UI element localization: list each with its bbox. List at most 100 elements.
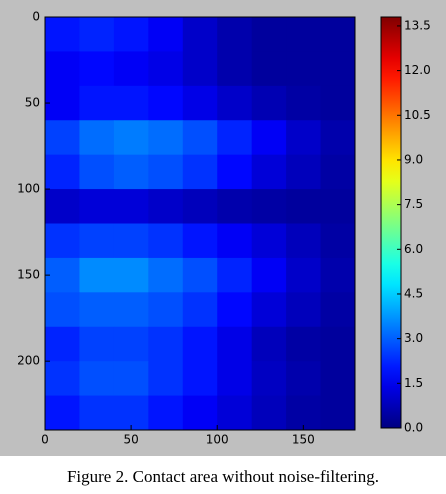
heatmap-cell [182,223,218,259]
heatmap-cell [251,361,287,397]
heatmap-cell [286,361,322,397]
caption: Figure 2. Contact area without noise-fil… [67,467,379,486]
heatmap-cell [148,120,184,156]
colorbar-tick-label: 13.5 [404,18,431,32]
heatmap-cell [79,85,115,121]
heatmap-cell [45,395,80,431]
heatmap-cell [79,154,115,190]
colorbar [380,16,402,429]
x-tick-label: 50 [123,433,138,447]
heatmap-cell [320,154,356,190]
heatmap-cell [182,257,218,293]
heatmap-cell [251,17,287,52]
heatmap-cell [148,17,184,52]
heatmap-cell [217,395,253,431]
heatmap-cell [182,51,218,87]
heatmap-cell [113,85,149,121]
heatmap-cell [286,85,322,121]
heatmap-cell [148,189,184,224]
colorbar-tick-label: 3.0 [404,331,423,345]
colorbar-tick-label: 4.5 [404,286,423,300]
heatmap-cell [286,154,322,190]
colorbar-tick-label: 10.5 [404,108,431,122]
heatmap-cell [45,120,80,156]
heatmap-cell [45,326,80,362]
heatmap-cell [320,85,356,121]
heatmap-cell [113,17,149,52]
heatmap-cell [113,361,149,397]
heatmap-cell [182,189,218,224]
heatmap-cell [320,17,356,52]
heatmap-cell [45,189,80,224]
plot-frame [44,16,356,431]
heatmap-cell [251,395,287,431]
heatmap-cell [217,292,253,328]
heatmap-cell [251,154,287,190]
heatmap-cell [182,85,218,121]
heatmap-cell [217,326,253,362]
heatmap-cell [148,326,184,362]
colorbar-tick-label: 0.0 [404,421,423,435]
heatmap-cell [45,51,80,87]
heatmap-cell [251,326,287,362]
heatmap-cell [45,292,80,328]
heatmap-cell [45,17,80,52]
heatmap-cell [148,257,184,293]
y-tick-label: 50 [25,96,40,110]
heatmap-cell [79,326,115,362]
heatmap-cell [113,326,149,362]
heatmap-cell [79,189,115,224]
heatmap-cell [148,395,184,431]
heatmap-cell [217,120,253,156]
heatmap-cell [217,361,253,397]
heatmap-cell [320,292,356,328]
heatmap-cell [320,361,356,397]
heatmap-cell [79,17,115,52]
heatmap-cell [217,85,253,121]
heatmap-cell [251,85,287,121]
heatmap-cell [320,395,356,431]
heatmap-cell [113,189,149,224]
heatmap-cell [113,292,149,328]
heatmap-cell [251,223,287,259]
heatmap-cell [217,223,253,259]
x-tick-label: 150 [292,433,315,447]
heatmap-cell [45,223,80,259]
heatmap-cell [113,120,149,156]
heatmap-cell [320,120,356,156]
heatmap-cell [320,326,356,362]
heatmap-cell [79,292,115,328]
heatmap-cell [148,51,184,87]
colorbar-tick-label: 6.0 [404,242,423,256]
colorbar-tick-label: 9.0 [404,152,423,166]
y-tick-label: 200 [17,354,40,368]
heatmap-cell [182,154,218,190]
heatmap-cell [79,51,115,87]
heatmap-cell [79,361,115,397]
heatmap-cell [217,257,253,293]
heatmap-cell [182,326,218,362]
heatmap-cell [286,17,322,52]
heatmap-cell [148,292,184,328]
heatmap-cell [113,257,149,293]
heatmap-cell [113,223,149,259]
heatmap-cell [286,120,322,156]
heatmap-cell [286,51,322,87]
heatmap-cell [320,223,356,259]
heatmap-cell [320,257,356,293]
heatmap-cell [45,257,80,293]
y-tick-label: 150 [17,268,40,282]
heatmap-cell [286,189,322,224]
heatmap-cell [45,85,80,121]
heatmap-cell [286,395,322,431]
colorbar-tick-label: 7.5 [404,197,423,211]
x-tick-label: 0 [41,433,49,447]
heatmap-cell [79,257,115,293]
colorbar-tick-label: 1.5 [404,376,423,390]
heatmap-cell [320,189,356,224]
heatmap-cell [79,395,115,431]
heatmap-cell [286,257,322,293]
heatmap-cell [148,85,184,121]
x-tick-label: 100 [206,433,229,447]
